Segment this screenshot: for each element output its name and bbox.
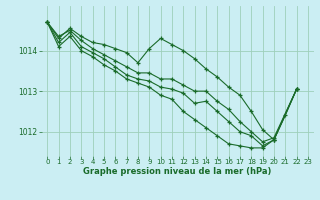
X-axis label: Graphe pression niveau de la mer (hPa): Graphe pression niveau de la mer (hPa): [84, 167, 272, 176]
